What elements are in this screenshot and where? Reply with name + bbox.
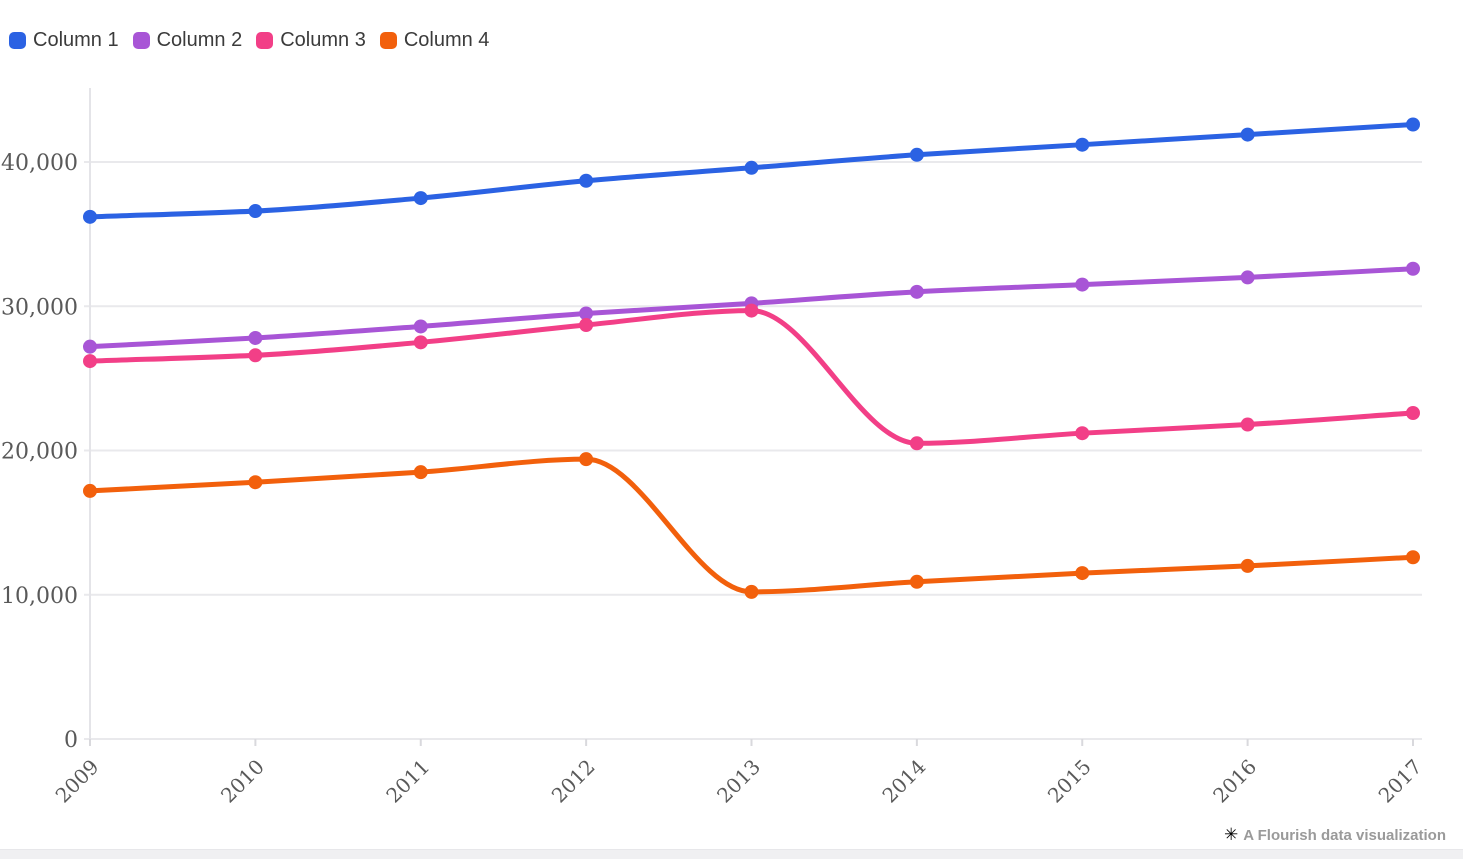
x-tick-label: 2010: [216, 755, 269, 808]
data-point-column-2-2012[interactable]: [579, 306, 594, 321]
legend-item-column-4[interactable]: Column 4: [379, 29, 490, 52]
bottom-scrollbar: [0, 849, 1463, 859]
legend-swatch: [132, 32, 150, 49]
data-point-column-1-2014[interactable]: [909, 147, 924, 162]
legend-item-column-1[interactable]: Column 1: [9, 29, 119, 52]
data-point-column-4-2013[interactable]: [744, 584, 759, 599]
legend-item-column-3[interactable]: Column 3: [256, 29, 366, 52]
data-point-column-4-2010[interactable]: [248, 475, 263, 490]
data-point-column-2-2011[interactable]: [413, 319, 428, 334]
data-point-column-3-2016[interactable]: [1240, 417, 1255, 432]
data-point-column-1-2012[interactable]: [579, 173, 594, 188]
data-point-column-3-2015[interactable]: [1075, 426, 1090, 441]
legend-label: Column 2: [156, 29, 243, 51]
data-point-column-1-2010[interactable]: [248, 204, 263, 219]
data-point-column-1-2011[interactable]: [413, 191, 428, 206]
data-point-column-4-2009[interactable]: [83, 483, 97, 498]
x-tick-label: 2013: [712, 755, 765, 808]
y-tick-label: 0: [64, 728, 78, 753]
data-point-column-4-2015[interactable]: [1075, 566, 1090, 581]
data-point-column-1-2015[interactable]: [1075, 137, 1090, 152]
data-point-column-2-2010[interactable]: [248, 330, 263, 345]
legend: Column 1 Column 2 Column 3 Column 4: [9, 29, 489, 52]
x-tick-label: 2015: [1043, 755, 1096, 808]
series-line-column-4[interactable]: [87, 456, 1416, 595]
data-point-column-3-2009[interactable]: [83, 354, 97, 369]
x-tick-label: 2009: [51, 755, 104, 808]
x-tick-label: 2012: [547, 755, 600, 808]
data-point-column-1-2009[interactable]: [83, 209, 97, 224]
data-point-column-3-2013[interactable]: [744, 303, 759, 318]
legend-swatch: [256, 32, 274, 49]
data-point-column-1-2017[interactable]: [1406, 117, 1420, 132]
data-point-column-4-2011[interactable]: [413, 465, 428, 480]
data-point-column-1-2016[interactable]: [1240, 127, 1255, 142]
data-point-column-3-2012[interactable]: [579, 318, 594, 333]
data-point-column-3-2010[interactable]: [248, 348, 263, 363]
legend-swatch: [379, 32, 397, 49]
y-tick-label: 10,000: [1, 584, 78, 609]
legend-swatch: [9, 32, 26, 49]
data-point-column-4-2012[interactable]: [579, 452, 594, 467]
data-point-column-2-2015[interactable]: [1075, 277, 1090, 292]
data-point-column-4-2016[interactable]: [1240, 558, 1255, 573]
legend-item-column-2[interactable]: Column 2: [132, 29, 243, 52]
legend-label: Column 1: [33, 29, 119, 51]
data-point-column-1-2013[interactable]: [744, 160, 759, 175]
line-chart: 0 10,000 20,000 30,000 40,000 2009 2010 2011 201…: [1, 88, 1427, 808]
x-tick-label: 2011: [381, 755, 434, 808]
data-point-column-2-2016[interactable]: [1240, 270, 1255, 285]
flourish-attribution-text: A Flourish data visualization: [1243, 827, 1446, 844]
data-point-column-3-2011[interactable]: [413, 335, 428, 350]
data-point-column-2-2014[interactable]: [909, 284, 924, 299]
flourish-asterisk-icon: ✳: [1223, 825, 1239, 845]
data-point-column-4-2017[interactable]: [1406, 550, 1420, 565]
flourish-attribution[interactable]: ✳ A Flourish data visualization: [1223, 825, 1446, 845]
data-point-column-2-2017[interactable]: [1406, 261, 1420, 276]
legend-label: Column 4: [403, 29, 490, 51]
x-tick-label: 2017: [1374, 755, 1427, 808]
x-tick-label: 2014: [877, 755, 930, 808]
data-point-column-2-2009[interactable]: [83, 339, 97, 354]
y-tick-label: 30,000: [1, 295, 78, 320]
data-point-column-4-2014[interactable]: [909, 574, 924, 589]
data-point-column-3-2014[interactable]: [909, 436, 924, 451]
series-line-column-3[interactable]: [87, 308, 1416, 446]
legend-label: Column 3: [280, 29, 366, 51]
y-tick-label: 20,000: [1, 440, 78, 465]
data-point-column-3-2017[interactable]: [1406, 405, 1420, 420]
x-tick-label: 2016: [1208, 755, 1261, 808]
y-tick-label: 40,000: [1, 151, 78, 176]
